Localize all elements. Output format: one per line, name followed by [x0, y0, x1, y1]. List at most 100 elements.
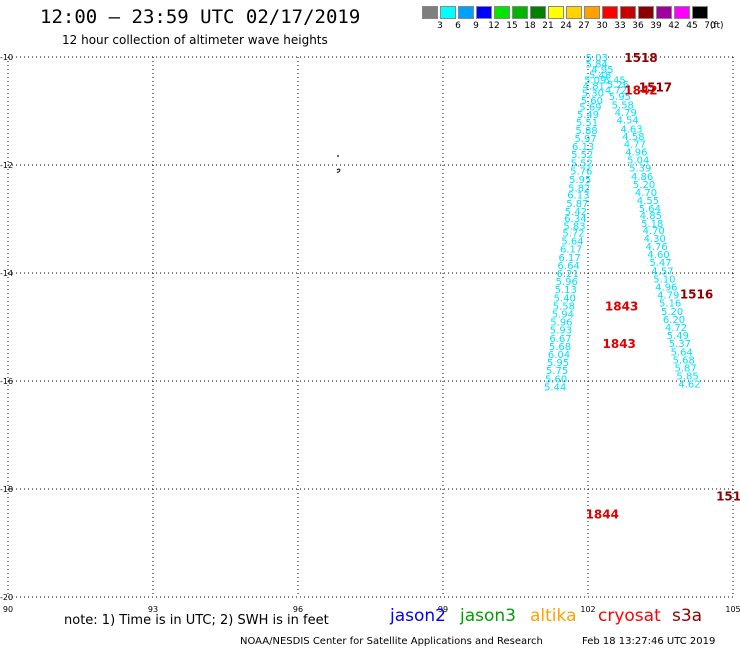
- pass-time-label: 1516: [680, 288, 713, 302]
- lat-tick-label: -14: [0, 269, 13, 278]
- scale-swatch: [530, 6, 546, 19]
- wave-height-value: 5.58: [553, 301, 575, 312]
- wave-height-value: 5.20: [633, 180, 655, 191]
- lon-tick-label: 93: [148, 605, 158, 614]
- wave-height-value: 6.67: [549, 334, 571, 345]
- wave-height-value: 5.97: [574, 134, 596, 145]
- wave-height-value: 5.37: [669, 339, 691, 350]
- scale-label: 39: [650, 21, 662, 31]
- wave-height-value: 5.49: [577, 110, 599, 121]
- wave-height-value: 5.26: [607, 80, 629, 91]
- wave-height-value: 5.52: [571, 150, 593, 161]
- satellite-name: jason2: [390, 606, 446, 626]
- wave-height-value: 5.84: [586, 59, 608, 70]
- wave-height-value: 5.82: [568, 184, 590, 195]
- wave-height-value: 4.79: [657, 291, 679, 302]
- map-subtitle: 12 hour collection of altimeter wave hei…: [62, 33, 328, 47]
- scale-label: 9: [473, 21, 479, 31]
- wave-height-value: 5.04: [627, 156, 649, 167]
- wave-height-value: 5.96: [550, 318, 572, 329]
- wave-height-value: 5.10: [653, 274, 675, 285]
- wave-height-value: 5.51: [576, 118, 598, 129]
- scale-swatch: [602, 6, 618, 19]
- scale-label: 30: [596, 21, 608, 31]
- lat-tick-label: -10: [0, 53, 13, 62]
- wave-height-value: 5.95: [547, 358, 569, 369]
- lat-tick-label: -16: [0, 377, 13, 386]
- wave-height-value: 4.81: [583, 82, 605, 93]
- wave-height-value: 4.96: [625, 148, 647, 159]
- scale-swatch: [566, 6, 582, 19]
- wave-height-value: 6.04: [548, 350, 570, 361]
- wave-height-value: 5.49: [667, 331, 689, 342]
- wave-height-value: 5.44: [544, 382, 566, 393]
- scale-label: 12: [488, 21, 500, 31]
- wave-height-value: 6.20: [663, 315, 685, 326]
- wave-height-value: 4.58: [622, 132, 644, 143]
- wave-height-value: 5.76: [570, 166, 592, 177]
- wave-height-value: 5.40: [554, 293, 576, 304]
- lon-tick-label: 105: [725, 605, 740, 614]
- wave-height-value: 5.13: [555, 285, 577, 296]
- wave-height-value: 5.88: [575, 126, 597, 137]
- pass-time-label: 151: [716, 489, 740, 503]
- scale-label: 70: [704, 21, 716, 31]
- wave-height-value: 5.52: [571, 158, 593, 169]
- scale-swatch: [638, 6, 654, 19]
- wave-height-value: 6.17: [560, 245, 582, 256]
- lon-tick-label: 99: [438, 605, 448, 614]
- wave-height-value: 5.18: [641, 219, 663, 230]
- satellite-name: s3a: [672, 606, 703, 626]
- wave-height-value: 5.72: [562, 229, 584, 240]
- wave-height-value: 5.30: [582, 89, 604, 100]
- wave-height-value: 5.75: [546, 366, 568, 377]
- wave-height-value: 4.62: [678, 380, 700, 391]
- wave-height-value: 6.21: [557, 269, 579, 280]
- pass-time-label: 1518: [624, 51, 657, 65]
- wave-height-value: 4.72: [665, 323, 687, 334]
- wave-height-value: 5.96: [556, 277, 578, 288]
- wave-height-value: 4.79: [615, 108, 637, 119]
- scale-swatch: [692, 6, 708, 19]
- scale-label: 21: [542, 21, 554, 31]
- scale-swatch: [476, 6, 492, 19]
- scale-swatch: [584, 6, 600, 19]
- footer-note: note: 1) Time is in UTC; 2) SWH is in fe…: [64, 613, 329, 628]
- wave-height-value: 4.70: [643, 226, 665, 237]
- scale-swatch: [548, 6, 564, 19]
- wave-height-value: 4.63: [620, 124, 642, 135]
- wave-height-value: 6.64: [558, 261, 580, 272]
- wave-height-value: 5.64: [671, 347, 693, 358]
- satellite-name: cryosat: [598, 606, 661, 626]
- map-title: 12:00 – 23:59 UTC 02/17/2019: [40, 6, 361, 28]
- wave-height-value: 4.57: [651, 266, 673, 277]
- island-shape: [336, 168, 341, 173]
- wave-height-value: 5.83: [563, 221, 585, 232]
- wave-height-value: 4.95: [591, 65, 613, 76]
- wave-height-value: 5.85: [676, 372, 698, 383]
- lat-tick-label: -12: [0, 161, 13, 170]
- lat-tick-label: -18: [0, 485, 13, 494]
- wave-height-value: 5.09: [584, 76, 606, 87]
- scale-label: 27: [578, 21, 590, 31]
- wave-height-value: 4.55: [637, 196, 659, 207]
- wave-height-value: 5.93: [550, 326, 572, 337]
- pass-time-label: 1517: [639, 81, 672, 95]
- lon-tick-label: 102: [580, 605, 595, 614]
- wave-height-value: 5.64: [561, 237, 583, 248]
- scale-label: 6: [455, 21, 461, 31]
- scale-label: 15: [506, 21, 518, 31]
- scale-label: 45: [686, 21, 698, 31]
- wave-height-value: 5.20: [661, 307, 683, 318]
- scale-swatch: [458, 6, 474, 19]
- wave-height-value: 5.87: [675, 364, 697, 375]
- wave-height-value: 5.69: [579, 103, 601, 114]
- wave-height-value: 5.60: [545, 374, 567, 385]
- wave-height-value: 4.96: [655, 283, 677, 294]
- pass-time-label: 1843: [603, 337, 636, 351]
- wave-height-value: 5.39: [629, 164, 651, 175]
- wave-height-value: 6.34: [564, 214, 586, 225]
- wave-height-value: 4.85: [640, 211, 662, 222]
- generation-timestamp: Feb 18 13:27:46 UTC 2019: [582, 636, 716, 647]
